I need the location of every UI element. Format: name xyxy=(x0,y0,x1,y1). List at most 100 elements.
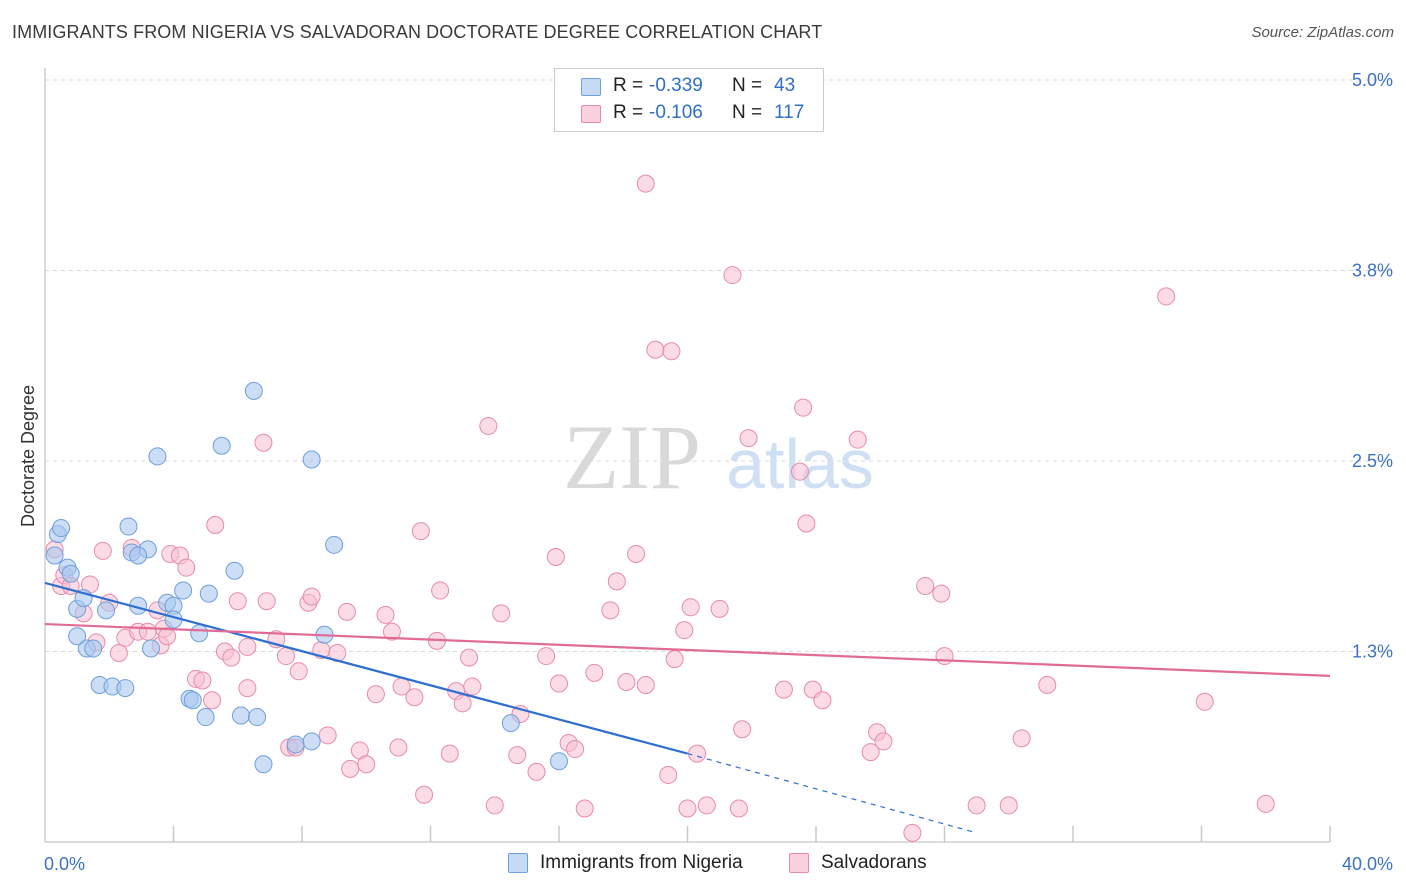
x-tick-label: 0.0% xyxy=(44,854,85,874)
nigeria-point xyxy=(129,546,148,565)
x-tick-label: 40.0% xyxy=(1342,854,1393,874)
source-credit: Source: ZipAtlas.com xyxy=(1251,24,1394,41)
salvadorans-point xyxy=(675,621,694,640)
nigeria-point xyxy=(325,535,344,554)
legend-label-nigeria: Immigrants from Nigeria xyxy=(540,852,743,873)
watermark: ZIP atlas xyxy=(563,406,874,508)
salvadorans-point xyxy=(697,796,716,815)
grid-lines xyxy=(45,79,1392,652)
nigeria-trend-line xyxy=(44,581,688,755)
salvadorans-point xyxy=(916,576,935,595)
legend-swatch-blue xyxy=(508,853,528,873)
salvadorans-point xyxy=(138,622,157,641)
salvadorans-point xyxy=(415,785,434,804)
y-tick-label: 2.5% xyxy=(1352,451,1393,471)
salvadorans-point xyxy=(646,340,665,359)
nigeria-point xyxy=(231,706,250,725)
salvadorans-point xyxy=(389,738,408,757)
legend-swatch-pink xyxy=(789,853,809,873)
y-axis-label: Doctorate Degree xyxy=(18,385,38,527)
y-tick-label: 5.0% xyxy=(1352,70,1393,90)
salvadorans-point xyxy=(440,744,459,763)
watermark-zip: ZIP xyxy=(563,406,701,508)
nigeria-point xyxy=(61,564,80,583)
salvadorans-point xyxy=(935,647,954,666)
salvadorans-point xyxy=(254,433,273,452)
tick-labels: 1.3% 2.5% 3.8% 5.0% 0.0% 40.0% xyxy=(44,70,1393,874)
salvadorans-point xyxy=(376,605,395,624)
salvadorans-point xyxy=(203,691,222,710)
nigeria-point xyxy=(84,639,103,658)
salvadorans-point xyxy=(790,462,809,481)
salvadorans-point xyxy=(1012,729,1031,748)
legend-r-label: R = xyxy=(613,75,644,96)
nigeria-point xyxy=(183,691,202,710)
salvadorans-point xyxy=(527,762,546,781)
trend-lines xyxy=(44,581,1331,834)
salvadorans-point xyxy=(729,799,748,818)
salvadorans-point xyxy=(848,430,867,449)
salvadorans-point xyxy=(662,342,681,361)
salvadorans-point xyxy=(537,647,556,666)
series-salvadorans-points xyxy=(45,174,1275,842)
legend-n-label: N = xyxy=(732,75,763,96)
salvadorans-point xyxy=(382,622,401,641)
legend-n-label: N = xyxy=(732,102,763,123)
salvadorans-point xyxy=(206,516,225,535)
nigeria-point xyxy=(190,624,209,643)
salvadorans-point xyxy=(485,796,504,815)
salvadorans-point xyxy=(431,581,450,600)
salvadorans-point xyxy=(93,541,112,560)
salvadorans-point xyxy=(453,694,472,713)
salvadorans-point xyxy=(337,602,356,621)
salvadorans-point xyxy=(1038,676,1057,695)
salvadorans-point xyxy=(813,691,832,710)
salvadorans-point xyxy=(710,599,729,618)
salvadorans-point xyxy=(479,416,498,435)
chart-title: IMMIGRANTS FROM NIGERIA VS SALVADORAN DO… xyxy=(12,22,823,42)
salvadorans-point xyxy=(967,796,986,815)
nigeria-point xyxy=(97,601,116,620)
salvadorans-point xyxy=(158,627,177,646)
salvadorans-point xyxy=(723,266,742,285)
salvadorans-point xyxy=(1157,287,1176,306)
y-tick-label: 1.3% xyxy=(1352,642,1393,662)
nigeria-point xyxy=(52,519,71,538)
nigeria-point xyxy=(248,708,267,727)
salvadorans-point xyxy=(659,765,678,784)
nigeria-point xyxy=(174,581,193,600)
nigeria-point xyxy=(550,752,568,771)
nigeria-point xyxy=(116,679,135,698)
legend-swatch-blue xyxy=(581,78,601,96)
salvadorans-point xyxy=(566,740,585,759)
nigeria-point xyxy=(199,584,218,603)
nigeria-point xyxy=(254,755,273,774)
salvadorans-trend-line xyxy=(44,622,1331,677)
salvadorans-point xyxy=(257,592,276,611)
salvadorans-point xyxy=(688,744,707,763)
legend-swatch-pink xyxy=(581,105,601,123)
nigeria-point xyxy=(212,436,231,455)
nigeria-point xyxy=(244,381,263,400)
salvadorans-point xyxy=(193,671,212,690)
legend-n-value: 43 xyxy=(774,75,796,96)
salvadorans-point xyxy=(636,174,655,193)
legend-n-value: 117 xyxy=(774,102,805,123)
salvadorans-point xyxy=(665,650,684,669)
salvadorans-point xyxy=(681,598,700,617)
salvadorans-point xyxy=(318,726,337,745)
nigeria-point xyxy=(302,732,321,751)
salvadorans-point xyxy=(289,662,308,681)
nigeria-point xyxy=(148,447,167,466)
salvadorans-point xyxy=(276,647,295,666)
salvadorans-point xyxy=(546,548,565,567)
salvadorans-point xyxy=(739,429,758,448)
series-nigeria-points xyxy=(45,381,568,774)
salvadorans-point xyxy=(999,796,1018,815)
salvadorans-point xyxy=(366,685,385,704)
salvadorans-point xyxy=(607,572,626,591)
salvadorans-point xyxy=(794,398,813,417)
salvadorans-point xyxy=(903,823,922,842)
salvadorans-point xyxy=(109,644,128,663)
